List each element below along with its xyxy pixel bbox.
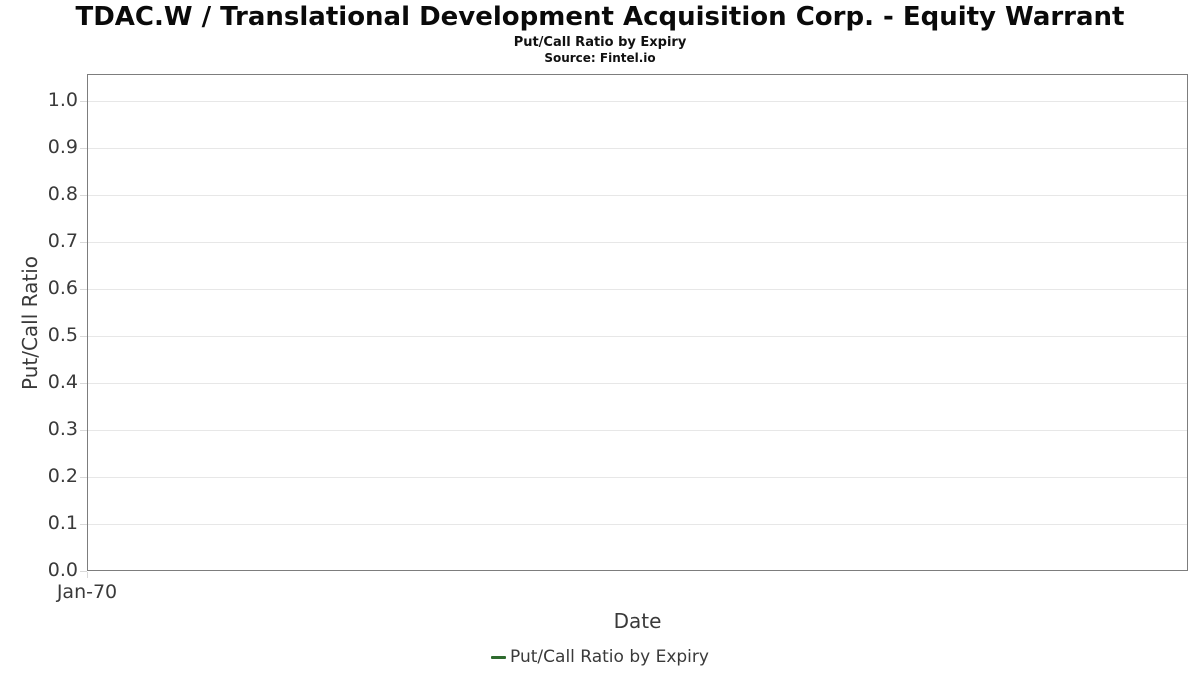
y-tick-mark-1.0	[80, 101, 87, 102]
y-tick-label-1.0: 1.0	[47, 89, 78, 111]
y-tick-mark-0.4	[80, 383, 87, 384]
y-tick-mark-0.0	[80, 571, 87, 572]
x-axis-label: Date	[613, 609, 662, 633]
y-tick-label-0.3: 0.3	[47, 418, 78, 440]
x-tick-mark	[87, 572, 88, 578]
chart-source: Source: Fintel.io	[544, 51, 656, 65]
gridline-y-0.8	[88, 195, 1187, 196]
y-tick-mark-0.2	[80, 477, 87, 478]
y-tick-mark-0.5	[80, 336, 87, 337]
gridline-y-0.1	[88, 524, 1187, 525]
gridline-y-0.2	[88, 477, 1187, 478]
plot-area	[80, 74, 1188, 572]
y-tick-mark-0.9	[80, 148, 87, 149]
y-axis-label: Put/Call Ratio	[18, 255, 42, 390]
gridline-y-0.9	[88, 148, 1187, 149]
y-tick-mark-0.1	[80, 524, 87, 525]
y-tick-label-0.9: 0.9	[47, 136, 78, 158]
legend-line-marker-icon	[491, 655, 507, 659]
x-tick-label-jan-70: Jan-70	[56, 581, 118, 603]
legend: Put/Call Ratio by Expiry	[0, 647, 1200, 667]
y-tick-label-0.4: 0.4	[47, 371, 78, 393]
y-tick-mark-0.8	[80, 195, 87, 196]
y-tick-label-0.7: 0.7	[47, 230, 78, 252]
y-tick-mark-0.6	[80, 289, 87, 290]
legend-label: Put/Call Ratio by Expiry	[510, 647, 709, 667]
y-tick-label-0.5: 0.5	[47, 324, 78, 346]
y-tick-label-0.2: 0.2	[47, 465, 78, 487]
gridline-y-0.7	[88, 242, 1187, 243]
gridline-y-0.4	[88, 383, 1187, 384]
y-tick-mark-0.3	[80, 430, 87, 431]
y-tick-label-0.6: 0.6	[47, 277, 78, 299]
y-tick-label-0.1: 0.1	[47, 512, 78, 534]
chart-subtitle: Put/Call Ratio by Expiry	[513, 35, 687, 50]
gridline-y-0.5	[88, 336, 1187, 337]
gridline-y-0.6	[88, 289, 1187, 290]
y-tick-mark-0.7	[80, 242, 87, 243]
gridline-y-0.3	[88, 430, 1187, 431]
chart-title: TDAC.W / Translational Development Acqui…	[75, 2, 1125, 32]
y-tick-label-0.8: 0.8	[47, 183, 78, 205]
y-tick-label-0.0: 0.0	[47, 559, 78, 581]
gridline-y-1.0	[88, 101, 1187, 102]
